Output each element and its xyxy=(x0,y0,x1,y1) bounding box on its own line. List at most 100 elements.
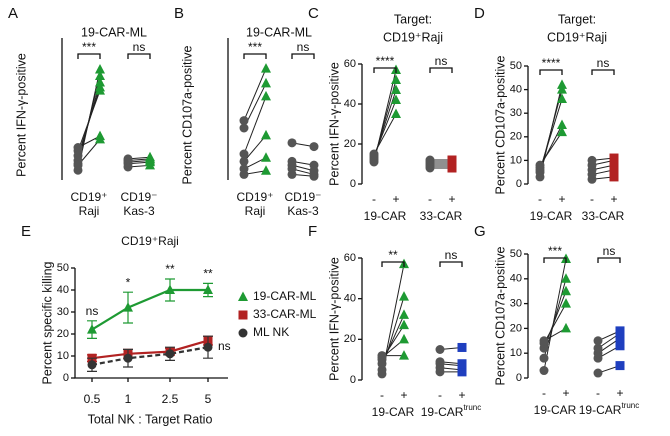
sig-bracket xyxy=(127,53,151,59)
pair-line xyxy=(543,258,567,371)
group-label: 19-CARtrunc xyxy=(421,403,481,419)
group-label-text: 33-CAR xyxy=(420,209,463,223)
point xyxy=(457,359,467,369)
point xyxy=(73,143,83,152)
group-label-text: 19-CAR xyxy=(530,209,573,223)
group-label: 33-CAR xyxy=(582,209,625,223)
point xyxy=(123,353,133,363)
point xyxy=(95,70,105,80)
chart-title: 19-CAR-ML xyxy=(81,25,147,39)
x-tick-label: - xyxy=(428,192,432,206)
y-tick-label: 40 xyxy=(510,273,522,285)
panel-letter: C xyxy=(308,5,319,22)
x-tick-label: - xyxy=(542,386,546,400)
panel-letter: A xyxy=(8,5,18,22)
point xyxy=(615,341,625,351)
chart-title: Target: xyxy=(558,12,596,26)
point xyxy=(615,326,625,336)
sig-bracket xyxy=(373,67,397,73)
y-tick-label: 40 xyxy=(344,293,356,305)
y-tick-label: 0 xyxy=(350,178,356,190)
y-tick-label: 0 xyxy=(350,374,356,386)
pair-line xyxy=(77,90,101,151)
group-label: CD19⁻ xyxy=(284,190,321,204)
sig-label: ns xyxy=(297,40,310,54)
sig-bracket xyxy=(291,53,315,59)
point xyxy=(95,133,105,144)
x-tick-label: + xyxy=(558,192,565,206)
group-label-text: 19-CAR xyxy=(421,405,464,419)
group-label: Kas-3 xyxy=(123,204,155,218)
point xyxy=(165,349,175,359)
sig-bracket xyxy=(381,261,405,267)
point xyxy=(391,74,401,84)
y-tick-label: 40 xyxy=(344,98,356,110)
pair-line xyxy=(243,68,267,121)
y-tick-label: 10 xyxy=(510,154,522,166)
point xyxy=(261,63,271,73)
point xyxy=(287,138,297,148)
y-tick-label: 20 xyxy=(344,138,356,150)
y-tick-label: 20 xyxy=(510,322,522,334)
sig-label: ** xyxy=(203,267,213,281)
y-axis-label: Percent specific killing xyxy=(40,261,54,384)
x-tick-label: - xyxy=(372,192,376,206)
y-tick-label: 60 xyxy=(344,252,356,264)
point xyxy=(203,284,213,294)
x-tick-label: + xyxy=(562,386,569,400)
point xyxy=(399,333,409,344)
sig-label: ** xyxy=(388,248,398,262)
point xyxy=(557,84,567,94)
y-tick-label: 20 xyxy=(510,131,522,143)
group-label-sup: trunc xyxy=(463,403,481,412)
x-tick-label: + xyxy=(616,386,623,400)
pair-line xyxy=(243,135,267,162)
y-tick-label: 50 xyxy=(510,248,522,260)
group-label: Raji xyxy=(79,204,100,218)
point xyxy=(287,156,297,166)
x-axis-label: Total NK : Target Ratio xyxy=(88,412,213,426)
y-axis-label: Percent CD107a-positive xyxy=(180,45,194,184)
y-tick-label: 40 xyxy=(510,84,522,96)
y-tick-label: 20 xyxy=(344,333,356,345)
pair-line xyxy=(543,303,567,344)
x-tick-label: 5 xyxy=(205,392,212,406)
point xyxy=(557,93,567,104)
y-tick-label: 0 xyxy=(516,372,522,384)
point xyxy=(261,77,271,88)
y-axis-label: Percent IFN-γ-positive xyxy=(327,257,341,381)
group-label: Kas-3 xyxy=(287,204,319,218)
x-tick-label: + xyxy=(400,388,407,402)
point xyxy=(435,357,445,367)
pair-line xyxy=(243,96,267,155)
point xyxy=(391,94,401,104)
point xyxy=(239,149,249,159)
point xyxy=(87,324,97,334)
point xyxy=(239,116,249,126)
sig-label: ns xyxy=(133,40,146,54)
pair-line xyxy=(539,131,563,166)
point xyxy=(425,155,435,165)
y-tick-label: 10 xyxy=(510,347,522,359)
sig-label: ns xyxy=(603,244,616,258)
point xyxy=(239,123,249,133)
point xyxy=(369,149,379,159)
point xyxy=(557,126,567,137)
point xyxy=(609,153,619,163)
y-tick-label: 50 xyxy=(510,60,522,72)
point xyxy=(539,336,549,346)
point xyxy=(145,151,155,162)
x-tick-label: 2.5 xyxy=(162,392,179,406)
y-tick-label: 30 xyxy=(510,107,522,119)
point xyxy=(457,342,467,352)
group-label-text: 33-CAR xyxy=(582,209,625,223)
x-tick-label: - xyxy=(380,388,384,402)
y-tick-label: 30 xyxy=(510,298,522,310)
sig-bracket xyxy=(243,53,267,59)
y-axis-label: Percent IFN-γ-positive xyxy=(327,62,341,186)
point xyxy=(561,273,571,283)
point xyxy=(309,142,319,152)
point xyxy=(593,343,603,353)
point xyxy=(261,129,271,140)
